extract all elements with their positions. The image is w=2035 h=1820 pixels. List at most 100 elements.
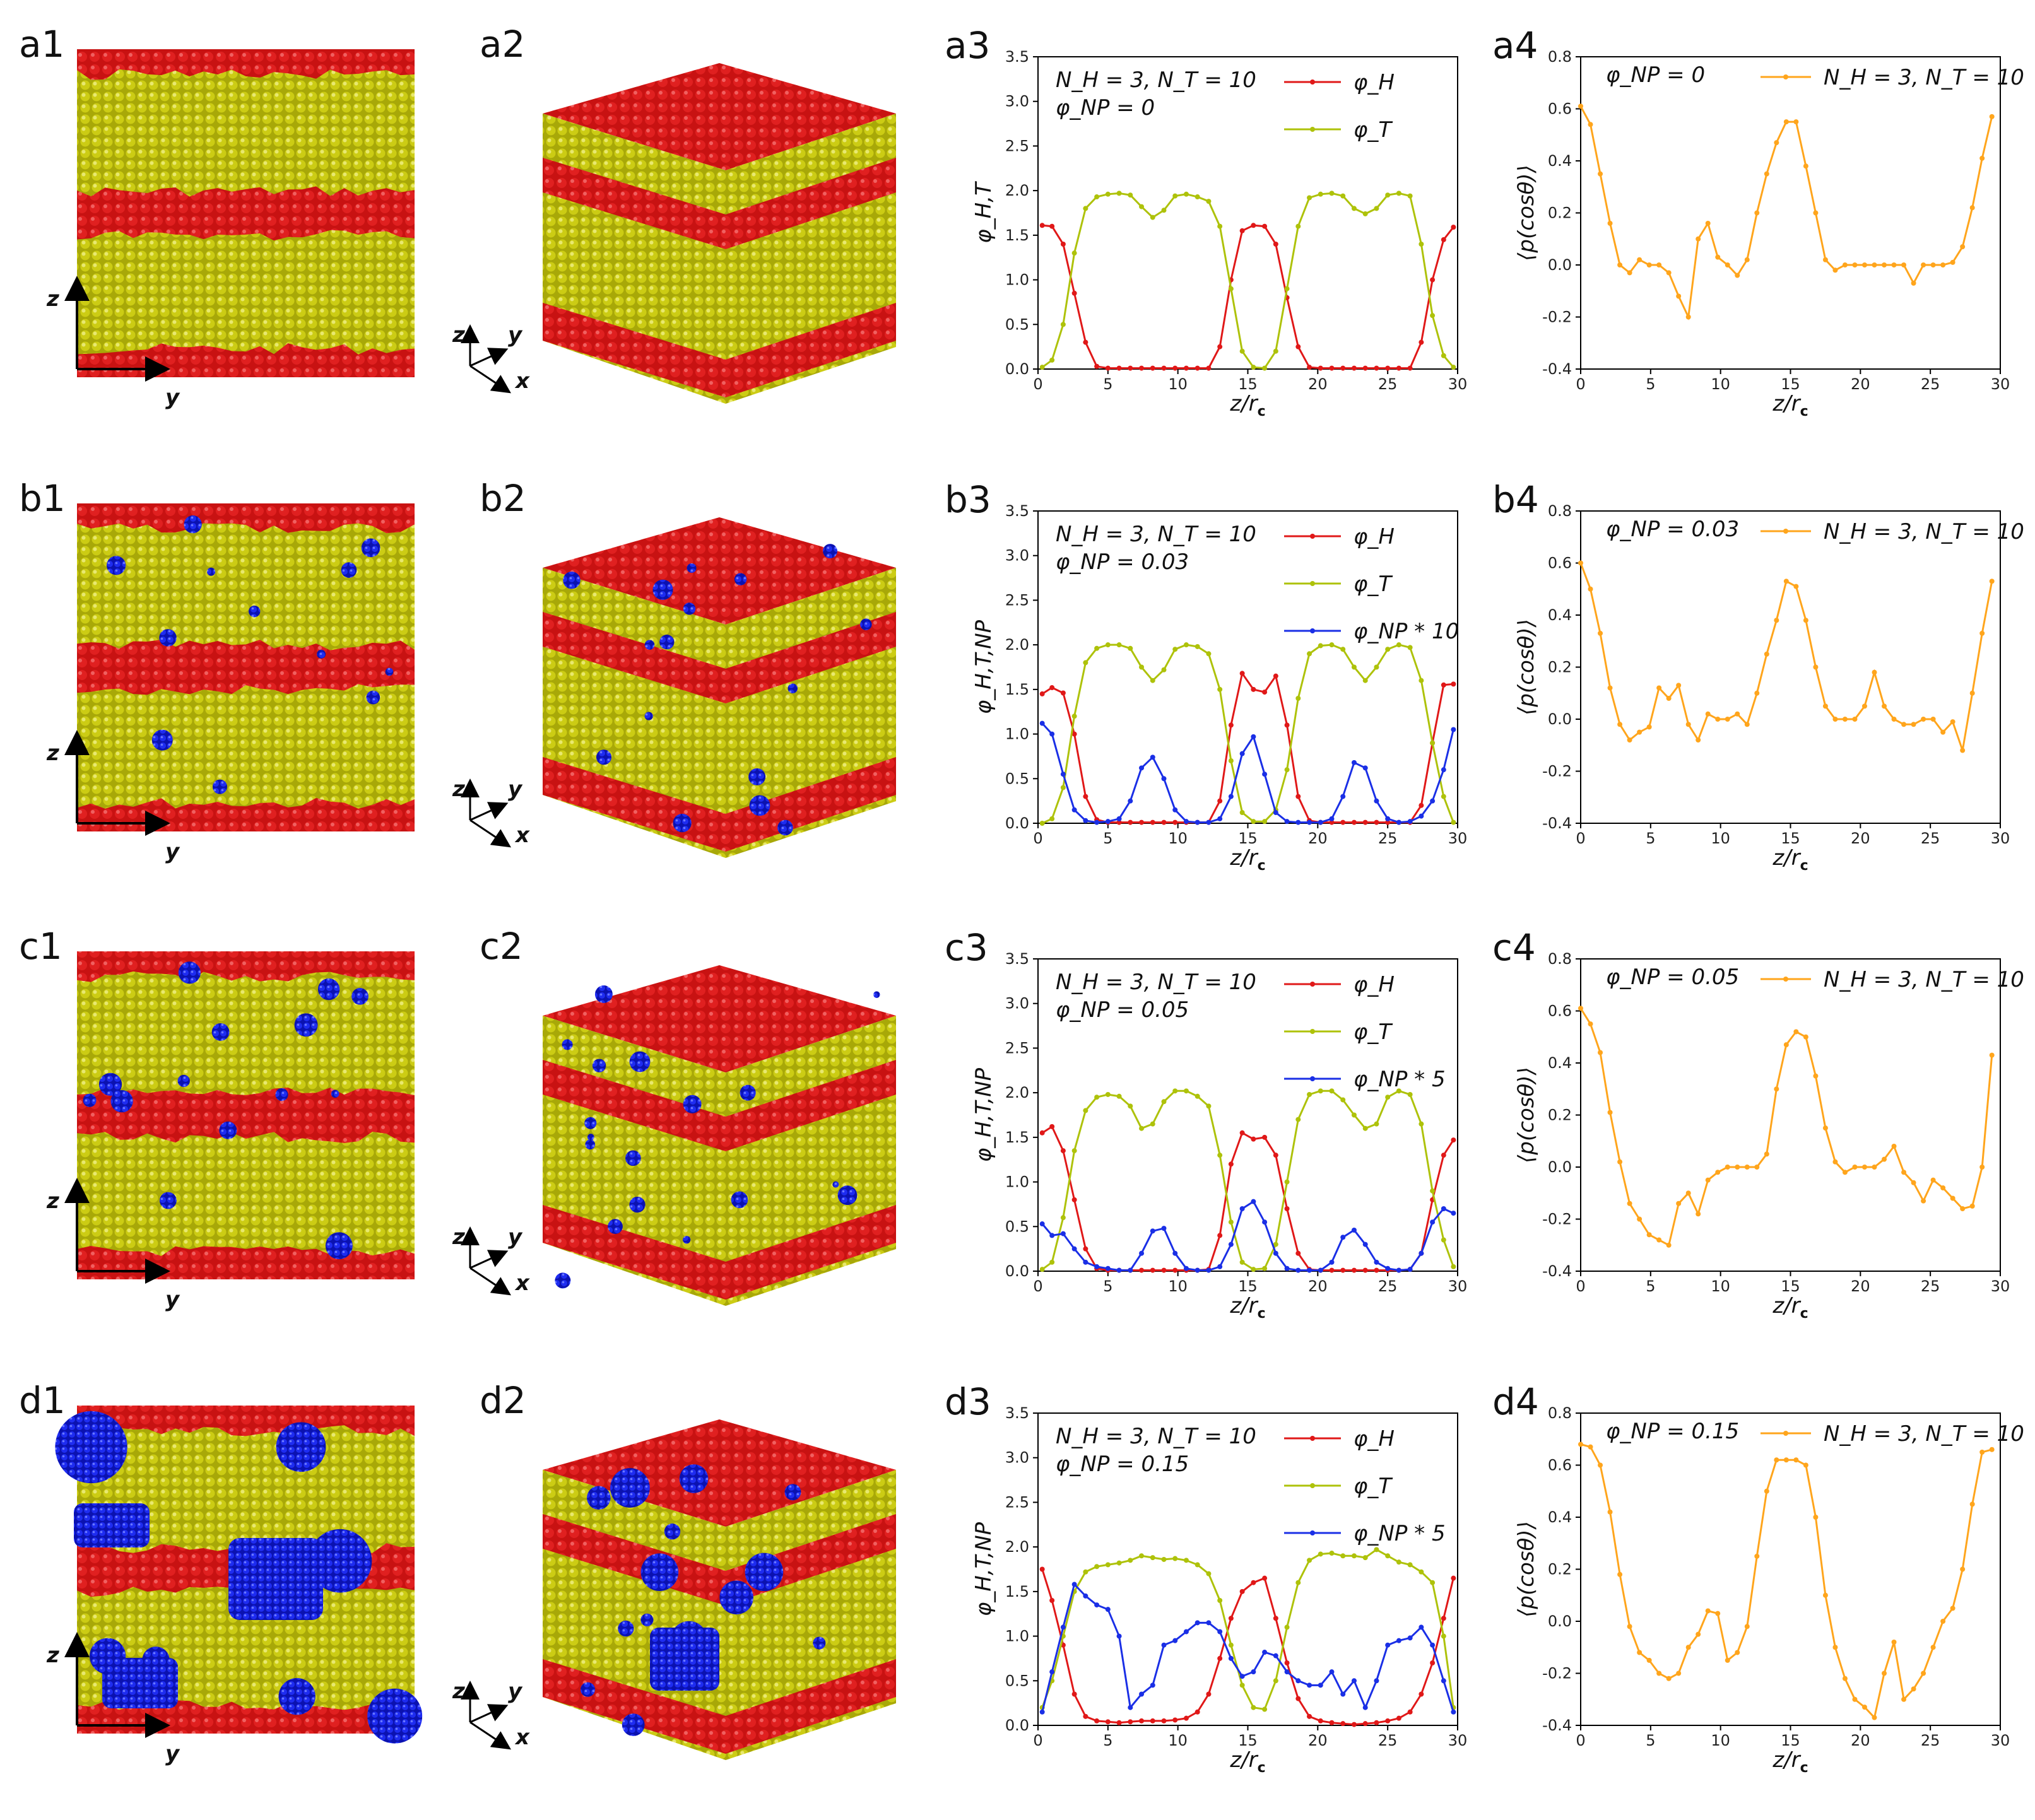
np-cluster (644, 712, 653, 720)
snapshot-side-a: a1 z y (19, 23, 415, 410)
data-point (1262, 1650, 1268, 1655)
data-point (1161, 1718, 1167, 1723)
series-line (1041, 1569, 1454, 1726)
data-point (1385, 365, 1391, 371)
params-annotation: N_H = 3, N_T = 10 (1056, 970, 1256, 995)
data-point (1676, 1201, 1682, 1206)
triad-x-label: x (514, 368, 530, 394)
y-tick-label: 0.0 (1548, 1612, 1572, 1630)
data-point (1598, 1050, 1603, 1055)
triad-z-label: z (452, 1224, 465, 1250)
data-point (1441, 1616, 1446, 1621)
series-line (1580, 1443, 1993, 1720)
data-point (1940, 1619, 1946, 1624)
data-point (1882, 1156, 1887, 1162)
legend-label: φ_NP * 5 (1354, 1521, 1446, 1546)
data-point (1239, 751, 1245, 756)
x-tick-label: 0 (1033, 1277, 1042, 1295)
data-point (1329, 1551, 1335, 1556)
data-point (1362, 211, 1368, 216)
data-point (1340, 1235, 1346, 1240)
data-point (1396, 819, 1401, 825)
triad-x-label: x (514, 823, 530, 848)
data-point (1318, 1088, 1323, 1094)
np-cluster (341, 562, 357, 578)
triad-z-label: z (452, 322, 465, 348)
data-point (1627, 737, 1632, 743)
np-cluster (618, 1620, 634, 1637)
data-point (1578, 1441, 1583, 1447)
data-point (1071, 1582, 1077, 1587)
y-tick-label: 0.8 (1548, 502, 1572, 520)
chart-a4: a4 0 5 10 15 20 25 30 -0.4 -0.2 0.0 0.2 0.4 0.6 0.8 z/r… (1492, 24, 2024, 420)
data-point (1685, 1190, 1691, 1196)
data-point (1161, 776, 1167, 782)
legend-label: φ_T (1354, 1019, 1393, 1045)
y-axis-label: φ_H,T,NP (971, 1522, 996, 1616)
data-point (1172, 819, 1178, 825)
data-point (1842, 1676, 1848, 1681)
np-cluster (584, 1117, 597, 1129)
np-cluster (784, 1484, 801, 1501)
data-point (1813, 1073, 1819, 1079)
legend-marker (1310, 1530, 1315, 1535)
data-point (1060, 690, 1066, 696)
y-tick-label: 0.0 (1005, 814, 1029, 832)
data-point (1441, 1153, 1446, 1158)
data-point (1813, 210, 1819, 216)
axis-y-label: y (165, 385, 180, 410)
data-point (1872, 669, 1877, 675)
data-point (1183, 819, 1189, 825)
data-point (1979, 155, 1985, 161)
data-point (1105, 365, 1111, 371)
y-tick-label: 0.0 (1005, 1717, 1029, 1734)
x-tick-label: 10 (1711, 830, 1730, 847)
data-point (1430, 740, 1436, 746)
data-point (1139, 1553, 1145, 1559)
snapshot-3d-c: c2 z yx (452, 925, 896, 1306)
head-band-left (543, 303, 726, 397)
data-point (1251, 1705, 1256, 1710)
x-tick-label: 20 (1308, 1277, 1328, 1295)
data-point (1105, 191, 1111, 197)
data-point (1901, 1170, 1907, 1175)
y-tick-label: 1.0 (1005, 271, 1029, 289)
data-point (1083, 1108, 1088, 1113)
x-tick-label: 15 (1238, 1277, 1258, 1295)
head-band-left (543, 158, 726, 249)
params-annotation: N_H = 3, N_T = 10 (1056, 68, 1256, 93)
np-cluster (679, 1464, 709, 1493)
data-point (1715, 254, 1721, 260)
y-tick-label: 2.5 (1005, 1039, 1029, 1057)
data-point (1676, 293, 1682, 299)
legend-marker (1783, 74, 1788, 79)
y-tick-label: -0.2 (1542, 763, 1572, 780)
data-point (1128, 1267, 1133, 1273)
data-point (1239, 348, 1245, 354)
data-point (1656, 1670, 1662, 1676)
y-tick-label: 3.0 (1005, 547, 1029, 565)
data-point (1451, 1264, 1456, 1269)
np-cluster (873, 991, 880, 998)
x-tick-label: 25 (1378, 375, 1398, 393)
data-point (1194, 1709, 1200, 1715)
data-point (1451, 225, 1456, 230)
data-point (1083, 1593, 1088, 1599)
data-point (1832, 717, 1838, 722)
data-point (1228, 722, 1234, 728)
data-point (1239, 810, 1245, 816)
data-point (1262, 772, 1268, 777)
data-point (1969, 205, 1975, 211)
panel-label: a1 (19, 23, 64, 66)
data-point (1754, 1553, 1760, 1559)
data-point (1094, 1602, 1100, 1608)
head-band-right (726, 1659, 896, 1754)
x-axis-label: z/rc (1772, 1747, 1808, 1776)
data-point (1094, 819, 1100, 825)
data-point (1284, 1660, 1290, 1665)
y-tick-label: 0.8 (1548, 48, 1572, 66)
np-cluster (219, 1121, 237, 1139)
data-point (1451, 1137, 1456, 1143)
